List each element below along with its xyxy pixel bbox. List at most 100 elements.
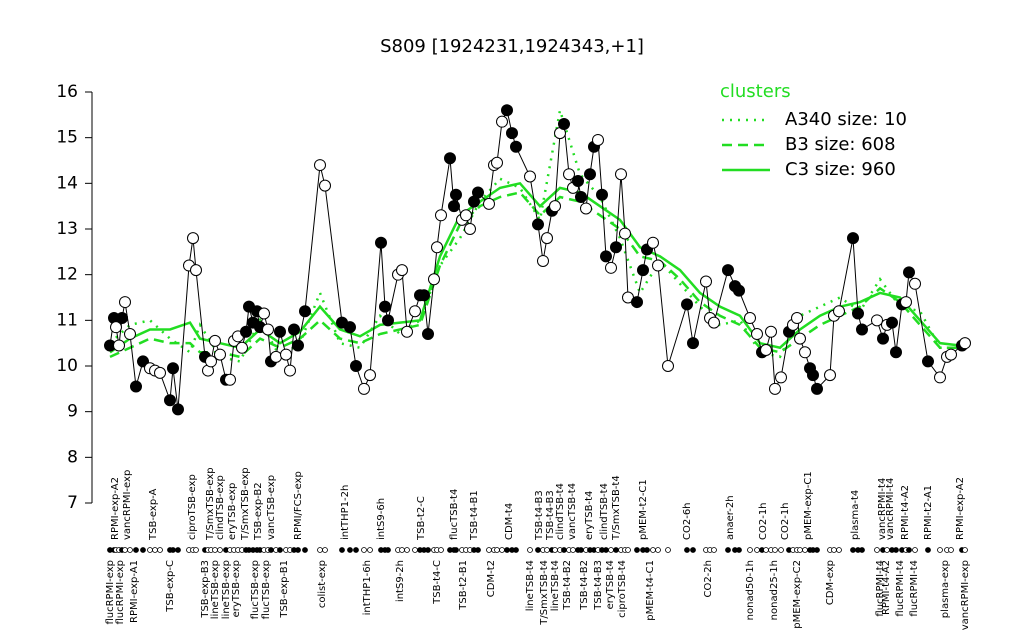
data-point <box>558 117 570 130</box>
data-point <box>124 328 136 341</box>
data-point <box>288 323 300 336</box>
data-point <box>765 325 777 338</box>
x-tick-label: T/SmxTSB-t4 <box>611 475 622 541</box>
data-point <box>877 332 889 345</box>
data-point <box>890 346 902 359</box>
rug-point <box>527 547 533 553</box>
rug-point <box>747 547 753 553</box>
rug-point <box>906 547 912 553</box>
x-tick-label: TSB-t4-C <box>432 560 443 605</box>
data-point <box>209 334 221 347</box>
x-tick-label: eryTSB-t4 <box>605 560 616 609</box>
x-tick-label: TSB-exp-C <box>165 560 176 613</box>
data-point <box>274 325 286 338</box>
data-point <box>600 250 612 263</box>
data-point <box>563 168 575 181</box>
x-tick-label: lineTSB-exp <box>210 560 221 619</box>
data-point <box>224 373 236 386</box>
x-tick-label: CDM-t2 <box>486 560 497 597</box>
data-point <box>652 259 664 272</box>
data-point <box>319 179 331 192</box>
rug-point <box>535 547 541 553</box>
data-point <box>382 314 394 327</box>
rug-point <box>634 547 640 553</box>
data-point <box>596 188 608 201</box>
rug-point <box>157 547 163 553</box>
data-point <box>900 296 912 309</box>
x-tick-label: flucTSB-t4 <box>449 489 460 540</box>
data-point <box>258 307 270 320</box>
data-point <box>847 232 859 245</box>
rug-point <box>797 547 803 553</box>
cluster-line <box>109 109 960 363</box>
data-point <box>909 277 921 290</box>
x-tick-label: plasma-t4 <box>850 490 861 540</box>
y-tick-label: 11 <box>56 310 78 330</box>
x-tick-label: anaer-2h <box>725 495 736 540</box>
x-tick-label: vancRPMI-t4 <box>885 478 896 540</box>
data-point <box>532 218 544 231</box>
data-point <box>760 344 772 357</box>
x-tick-label: flucTSB-exp <box>261 560 272 619</box>
data-point <box>435 209 447 222</box>
rug-point <box>912 547 918 553</box>
rug-point <box>814 547 820 553</box>
data-point <box>422 328 434 341</box>
data-point <box>852 307 864 320</box>
x-tick-label: vancRPMI-exp <box>960 560 971 630</box>
data-point <box>299 305 311 318</box>
data-point <box>791 312 803 325</box>
data-point <box>501 104 513 117</box>
x-tick-label: RPMI-exp-A2 <box>955 477 966 540</box>
x-tick-label: vancRPMI-t4 <box>877 478 888 540</box>
rug-point <box>831 547 837 553</box>
data-point <box>605 261 617 274</box>
data-point <box>431 241 443 254</box>
x-tick-label: TSB-t2-C <box>416 496 427 541</box>
x-tick-label: TSB-t2-B1 <box>458 560 469 611</box>
x-tick-label: lineTSB-exp <box>221 560 232 619</box>
x-tick-label: lineTSB-t4 <box>550 560 561 611</box>
x-tick-label: T/SmxTSB-exp <box>240 467 251 541</box>
data-point <box>240 325 252 338</box>
legend-label: A340 size: 10 <box>785 109 907 130</box>
rug-point <box>399 547 405 553</box>
data-point <box>708 316 720 329</box>
x-tick-label: plasma-exp <box>940 560 951 618</box>
rug-point <box>836 547 842 553</box>
rug-point <box>925 547 931 553</box>
data-point <box>794 332 806 345</box>
rug-point <box>133 547 139 553</box>
rug-point <box>217 547 223 553</box>
x-tick-label: TSB-exp-B2 <box>253 482 264 541</box>
rug-point <box>127 547 133 553</box>
rug-point <box>859 547 865 553</box>
data-point <box>262 323 274 336</box>
rug-point <box>175 547 181 553</box>
rug-point <box>650 547 656 553</box>
data-point <box>375 236 387 249</box>
x-tick-label: colist-exp <box>317 560 328 608</box>
rug-point <box>361 547 367 553</box>
x-tick-label: vancRPMI-exp <box>122 470 133 540</box>
x-tick-label: CDM-exp <box>825 560 836 605</box>
rug-point <box>170 547 176 553</box>
rug-point <box>608 547 614 553</box>
data-point <box>496 115 508 128</box>
x-tick-label: vancTSB-t4 <box>567 483 578 540</box>
x-tick-label: TSB-t4-B3 <box>545 490 556 541</box>
rug-point <box>644 547 650 553</box>
x-tick-label: TSB-exp-B1 <box>279 560 290 619</box>
x-tick-label: CO2-6h <box>682 502 693 540</box>
x-tick-label: RPMI-exp-A1 <box>129 560 140 623</box>
rug-point <box>711 547 717 553</box>
rug-point <box>736 547 742 553</box>
data-point <box>687 337 699 350</box>
data-point <box>575 191 587 204</box>
x-tick-label: nonad50-1h <box>745 560 756 620</box>
rug-point <box>295 547 301 553</box>
x-tick-label: CO2-1h <box>780 502 791 540</box>
data-point <box>549 200 561 213</box>
x-tick-label: RPMI-t2-A1 <box>923 485 934 540</box>
data-point <box>647 236 659 249</box>
